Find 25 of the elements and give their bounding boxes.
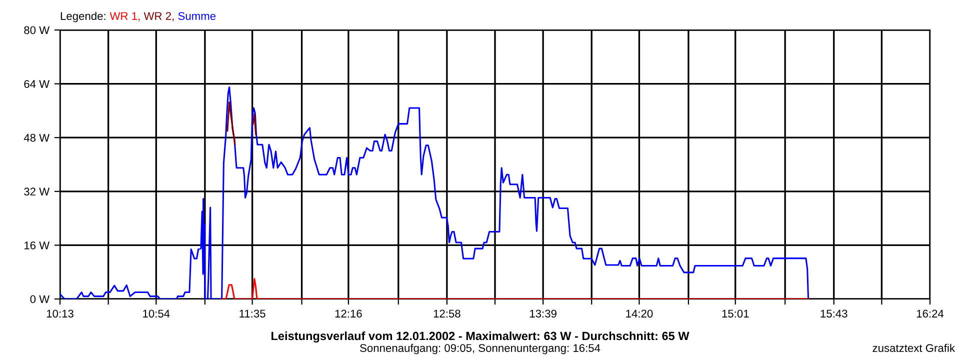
x-tick-label: 12:16 bbox=[335, 310, 362, 318]
text: zusatztext Grafik bbox=[872, 344, 956, 352]
x-tick-label: 10:54 bbox=[143, 310, 170, 318]
x-tick-label: 11:35 bbox=[240, 310, 266, 318]
line-series bbox=[60, 86, 810, 299]
y-tick-label: 80 W bbox=[24, 26, 50, 34]
y-tick-label: 32 W bbox=[24, 188, 50, 196]
legend-title: Legende: bbox=[60, 12, 106, 22]
text: Leistungsverlauf vom 12.01.2002 - Maximalwert: 63 W - Durchschnitt: 65 W bbox=[272, 331, 690, 343]
x-tick-label: 13:39 bbox=[530, 310, 556, 318]
x-tick-label: 15:01 bbox=[722, 310, 749, 318]
x-tick-label: 10:13 bbox=[46, 310, 74, 318]
x-tick-label: 16:24 bbox=[916, 310, 944, 318]
x-tick-label: 12:58 bbox=[434, 310, 460, 318]
y-tick-label: 64 W bbox=[24, 80, 50, 88]
x-tick-label: 14:20 bbox=[626, 310, 653, 318]
y-tick-label: 48 W bbox=[24, 134, 50, 142]
x-tick-label: 15:43 bbox=[820, 310, 848, 318]
text: WR 2, bbox=[144, 12, 174, 22]
y-tick-label: 16 W bbox=[24, 241, 50, 250]
text: Summe bbox=[178, 12, 216, 20]
y-tick-label: 0 W bbox=[30, 295, 50, 304]
text: WR 1, bbox=[110, 12, 140, 22]
text: Sonnenaufgang: 09:05, Sonnenuntergang: 16:54 bbox=[360, 344, 600, 354]
line-series bbox=[221, 278, 810, 299]
